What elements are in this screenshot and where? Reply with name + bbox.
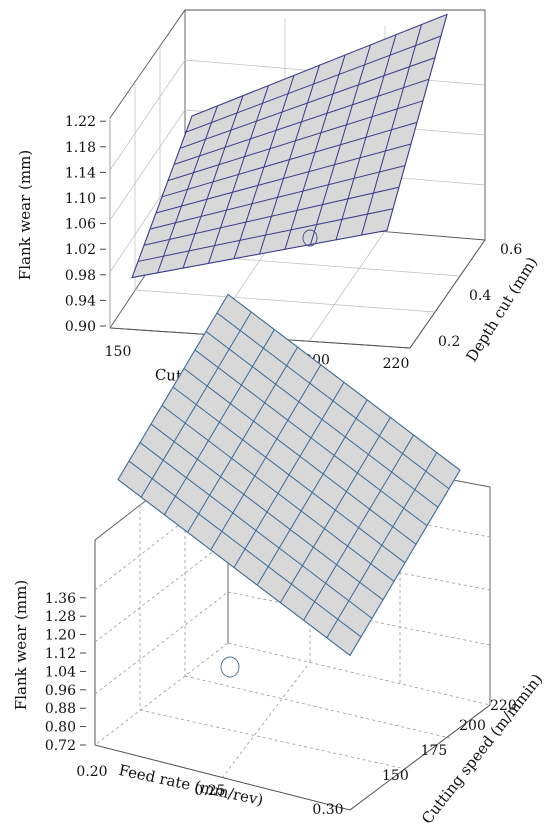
y-tick-label: 150 [382, 768, 409, 784]
z-tick-label: 1.14 [65, 165, 96, 181]
surface-fill [131, 13, 448, 279]
z-tick-label: 1.18 [65, 140, 96, 156]
mesh-line [303, 434, 415, 621]
mesh-line [194, 349, 428, 527]
x-axis-label: Feed rate (mm/rev) [117, 761, 265, 809]
surface-plot-feed-rate: 0.72 0.80 0.88 0.96 1.04 1.12 1.20 1.28 1.36 0.2… [12, 293, 546, 827]
z-axis-ticks: 0.90 0.94 0.98 1.02 1.06 1.10 1.14 1.18 1.22 [65, 114, 106, 335]
x-tick-label: 220 [383, 356, 410, 372]
mesh-line [167, 100, 424, 182]
x-tick-label: 0.30 [312, 802, 343, 818]
mesh-line [284, 54, 346, 250]
z-tick-label: 1.28 [45, 609, 76, 625]
y-tick-label: 0.4 [469, 288, 491, 304]
response-surface [131, 13, 448, 279]
mesh-line [205, 331, 439, 508]
z-tick-label: 0.90 [65, 319, 96, 335]
z-tick-label: 0.98 [65, 268, 96, 284]
design-point-marker [220, 656, 240, 678]
z-tick-label: 0.88 [45, 701, 76, 717]
z-axis-label: Flank wear (mm) [16, 150, 34, 280]
z-tick-label: 1.20 [45, 628, 76, 644]
mesh-line [361, 24, 422, 236]
y-tick-label: 200 [459, 718, 486, 734]
z-axis-label: Flank wear (mm) [12, 580, 30, 710]
y-axis-label: Depth cut (mm) [462, 254, 541, 365]
z-tick-label: 0.96 [45, 683, 76, 699]
mesh-line [310, 44, 371, 245]
mesh-line [172, 386, 406, 564]
response-surface [117, 293, 461, 657]
z-tick-label: 0.80 [45, 720, 76, 736]
mesh-line [185, 35, 442, 133]
mesh-line [326, 452, 438, 639]
z-tick-label: 1.12 [45, 646, 76, 662]
y-tick-label: 0.6 [500, 242, 522, 258]
mesh-line [335, 34, 397, 240]
y-axis-ticks: 0.2 0.4 0.6 [438, 242, 522, 350]
mesh-line [173, 78, 430, 165]
z-tick-label: 1.22 [65, 114, 96, 130]
mesh-line [256, 399, 368, 586]
x-tick-label: 150 [105, 344, 132, 360]
y-tick-label: 175 [421, 743, 448, 759]
z-axis-ticks: 0.72 0.80 0.88 0.96 1.04 1.12 1.20 1.28 1.36 [45, 591, 86, 754]
z-tick-label: 0.72 [45, 738, 76, 754]
x-tick-label: 0.20 [76, 764, 107, 780]
z-tick-label: 1.06 [65, 217, 96, 233]
x-tick-label: 0.25 [194, 783, 225, 799]
mesh-line [161, 121, 418, 198]
z-tick-label: 1.36 [45, 591, 76, 607]
mesh-line [183, 368, 417, 545]
mesh-line [216, 312, 450, 490]
x-axis-ticks: 0.20 0.25 0.30 [76, 764, 343, 818]
z-tick-label: 1.02 [65, 242, 96, 258]
y-tick-label: 220 [490, 698, 517, 714]
mesh-line [279, 417, 391, 603]
mesh-line [179, 57, 436, 149]
z-tick-label: 1.10 [65, 191, 96, 207]
z-tick-label: 0.94 [65, 293, 96, 309]
z-tick-label: 1.04 [45, 664, 76, 680]
y-tick-label: 0.2 [438, 334, 460, 350]
design-point-marker [302, 229, 318, 247]
